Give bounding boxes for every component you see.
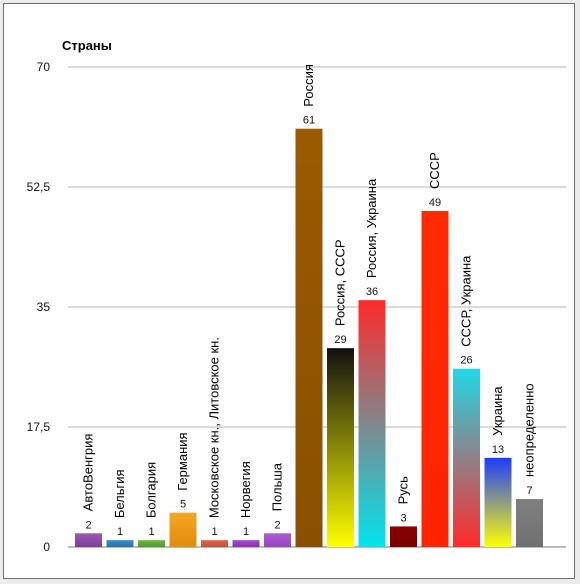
y-tick-label: 35 (37, 300, 51, 314)
category-label: Россия, Украина (364, 178, 379, 278)
category-label: Германия (175, 432, 190, 490)
y-tick-label: 0 (43, 540, 50, 554)
bar (264, 533, 291, 547)
category-label: Болгария (144, 462, 159, 518)
bars (75, 128, 543, 547)
bar (327, 348, 354, 547)
chart-frame: Страны 0 17,5 35 52,5 70 2 АвтоВенгрия 1 Бельги… (3, 3, 575, 579)
category-label: Россия (301, 64, 316, 107)
bar (75, 533, 102, 547)
bar (484, 457, 512, 547)
category-label: Бельгия (112, 469, 127, 518)
bar (201, 540, 228, 547)
category-label: Русь (396, 476, 411, 505)
category-label: неопределенно (522, 383, 537, 477)
bar-value-label: 61 (303, 115, 315, 127)
bar-value-label: 5 (180, 499, 186, 511)
bar-value-label: 36 (366, 286, 378, 298)
y-axis-ticks: 0 17,5 35 52,5 70 (27, 60, 51, 554)
category-label: Украина (490, 386, 505, 436)
bar-value-label: 1 (117, 526, 123, 538)
category-label: СССР (427, 152, 442, 189)
bar (421, 211, 449, 547)
category-label: Московское кн., Литовское кн. (207, 337, 222, 518)
bar-value-label: 13 (492, 444, 504, 456)
bar (232, 540, 260, 547)
category-label: СССР, Украина (459, 255, 474, 347)
bar-value-label: 1 (211, 526, 217, 538)
bar-value-label: 2 (274, 519, 280, 531)
bar (516, 499, 543, 547)
bar-value-label: 29 (334, 334, 346, 346)
bar-value-label: 2 (85, 519, 91, 531)
bar-value-label: 49 (429, 197, 441, 209)
bar-value-label: 7 (526, 485, 532, 497)
category-label: АвтоВенгрия (81, 434, 96, 512)
bar (295, 128, 323, 547)
bar (358, 300, 386, 547)
bar (106, 540, 134, 547)
y-tick-label: 52,5 (27, 180, 51, 194)
bar-value-label: 1 (243, 526, 249, 538)
bar-value-label: 3 (400, 512, 406, 524)
y-tick-label: 17,5 (27, 420, 51, 434)
bar (453, 368, 480, 547)
bar-labels: 2 АвтоВенгрия 1 Бельгия 1 Болгария 5 Германия 1 М… (81, 64, 537, 538)
bar (390, 526, 417, 547)
bar-value-label: 1 (148, 526, 154, 538)
category-label: Россия, СССР (333, 239, 348, 326)
chart-title: Страны (62, 38, 112, 53)
category-label: Польша (270, 462, 285, 511)
bar (138, 540, 165, 547)
bar (169, 512, 197, 547)
bar-value-label: 26 (460, 355, 472, 367)
y-tick-label: 70 (37, 60, 51, 74)
category-label: Норвегия (238, 461, 253, 518)
